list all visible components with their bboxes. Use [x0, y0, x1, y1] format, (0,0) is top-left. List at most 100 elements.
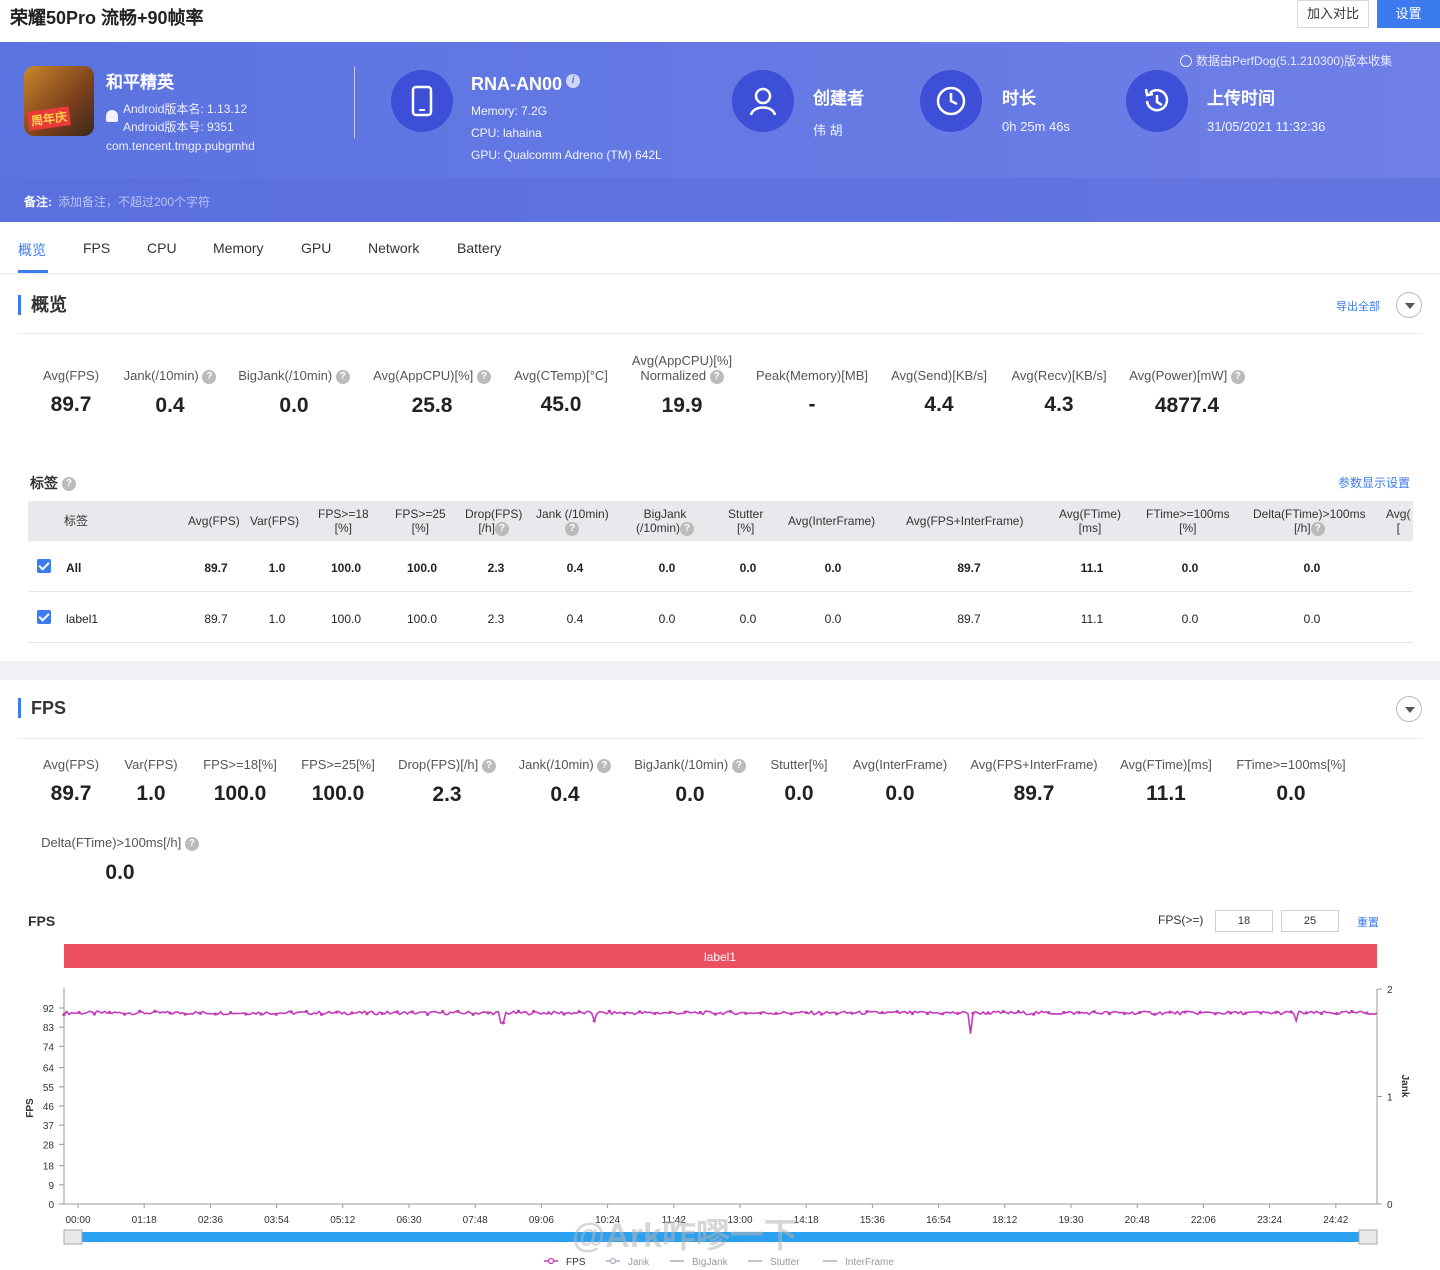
stat-value: 4877.4: [1154, 393, 1220, 417]
help-icon[interactable]: ?: [709, 369, 724, 384]
cell: 89.7: [204, 561, 228, 575]
param-settings-link[interactable]: 参数显示设置: [1338, 476, 1411, 490]
fps-stat: Drop(FPS)[/h] ? 2.3: [394, 757, 500, 807]
version-name: Android版本名: 1.13.12: [123, 102, 248, 116]
tab-fps[interactable]: FPS: [83, 240, 111, 256]
stat-label: Avg(Power)[mW]: [1129, 368, 1228, 383]
cell: 1.0: [268, 561, 286, 575]
th-stutter: Stutter [%]: [728, 507, 763, 535]
help-icon[interactable]: ?: [61, 477, 76, 492]
tab-gpu[interactable]: GPU: [301, 240, 332, 256]
android-icon: [106, 110, 118, 122]
tags-table-header: 标签 Avg(FPS) Var(FPS) FPS>=18 [%] FPS>=25[…: [28, 501, 1413, 541]
note-input[interactable]: 添加备注，不超过200个字符: [58, 195, 211, 209]
th-line-1: FPS>=18: [318, 507, 369, 521]
fps-point: [335, 1010, 339, 1014]
th-ftime100: FTime>=100ms [%]: [1146, 507, 1230, 535]
export-all-link[interactable]: 导出全部: [1336, 301, 1380, 313]
help-icon[interactable]: ?: [1230, 369, 1245, 384]
clock-icon: [920, 70, 982, 132]
tab-cpu[interactable]: CPU: [147, 240, 177, 256]
fps-point: [168, 1011, 172, 1015]
range-slider-handle-left[interactable]: [63, 1229, 83, 1245]
stat-value: 19.9: [661, 393, 703, 417]
range-slider-handle-right[interactable]: [1358, 1229, 1378, 1245]
settings-button[interactable]: 设置: [1377, 0, 1440, 28]
help-icon[interactable]: ?: [202, 369, 217, 384]
collapse-overview-button[interactable]: [1396, 292, 1422, 318]
x-tick-label: 19:30: [1058, 1215, 1083, 1226]
fps-point: [971, 1011, 975, 1015]
row-checkbox[interactable]: [37, 559, 51, 573]
info-circle-icon: [1180, 55, 1192, 67]
help-icon[interactable]: ?: [476, 369, 491, 384]
help-icon[interactable]: ?: [680, 521, 695, 536]
tab-memory[interactable]: Memory: [213, 240, 264, 256]
fps-point: [1319, 1011, 1324, 1016]
th-delta-ftime: Delta(FTime)>100ms [/h]?: [1253, 507, 1366, 536]
fps-stat: Avg(InterFrame) 0.0: [848, 757, 952, 806]
fps-point: [532, 1009, 536, 1014]
fps-point: [486, 1011, 490, 1015]
fps-stat: Delta(FTime)>100ms[/h] ? 0.0: [40, 835, 200, 885]
fps-point: [622, 1012, 627, 1016]
stat-label: Stutter[%]: [770, 757, 828, 772]
tab-overview[interactable]: 概览: [18, 242, 46, 258]
note-bar[interactable]: 备注: 添加备注，不超过200个字符: [0, 178, 1440, 222]
help-icon[interactable]: ?: [184, 836, 199, 851]
fps-divider: [18, 738, 1422, 739]
device-info-icon[interactable]: i: [566, 74, 580, 88]
fps-point: [153, 1009, 157, 1013]
fps-point: [941, 1012, 945, 1016]
th-avg-fps: Avg(FPS): [188, 514, 240, 528]
stat-label: BigJank(/10min): [634, 757, 729, 772]
upload-value: 31/05/2021 11:32:36: [1207, 119, 1326, 134]
x-tick-label: 22:06: [1191, 1215, 1216, 1226]
fps-point: [441, 1009, 445, 1014]
row-checkbox[interactable]: [37, 610, 51, 624]
help-icon[interactable]: ?: [335, 369, 350, 384]
stat-avg-appcpu: Avg(AppCPU)[%] ? 25.8: [372, 368, 492, 418]
th-drop-fps: Drop(FPS) [/h]?: [465, 507, 522, 536]
help-icon[interactable]: ?: [597, 758, 612, 773]
tab-battery[interactable]: Battery: [457, 240, 502, 256]
fps-point: [92, 1012, 96, 1016]
th-line-2: [%]: [1179, 521, 1197, 535]
x-tick-label: 07:48: [463, 1215, 488, 1226]
fps-chart[interactable]: label1 0 9 18 28 37 46 55 64 74 83 92 0 1 2 FPS Jank 00:0…: [0, 680, 1440, 1270]
cell: 0.4: [566, 612, 584, 626]
help-icon[interactable]: ?: [565, 521, 580, 536]
stat-value: 1.0: [136, 782, 166, 805]
legend-marker-dot: [609, 1257, 617, 1265]
help-icon[interactable]: ?: [495, 521, 510, 536]
fps-stat: FPS>=18[%] 100.0: [196, 757, 284, 806]
fps-point: [698, 1010, 702, 1014]
x-tick-label: 24:42: [1323, 1215, 1348, 1226]
stat-label: Avg(Recv)[KB/s]: [1011, 368, 1107, 383]
help-icon[interactable]: ?: [481, 758, 496, 773]
collect-note: 数据由PerfDog(5.1.210300)版本收集: [1180, 52, 1392, 69]
th-line-1: Jank (/10min): [536, 507, 609, 521]
th-avg-ftime: Avg(FTime) [ms]: [1059, 507, 1121, 535]
add-compare-button[interactable]: 加入对比: [1297, 0, 1369, 28]
collapse-fps-button[interactable]: [1396, 696, 1422, 722]
fps-point: [547, 1011, 551, 1015]
fps-threshold-input-1[interactable]: 18: [1215, 910, 1273, 932]
table-row[interactable]: All 89.7 1.0 100.0 100.0 2.3 0.4 0.0 0.0…: [28, 541, 1413, 592]
fps-point: [1032, 1012, 1036, 1016]
fps-point: [244, 1012, 248, 1016]
fps-point: [819, 1012, 824, 1016]
tags-title-text: 标签: [30, 475, 58, 491]
cell: 0.0: [658, 561, 676, 575]
cell: 0.0: [1181, 561, 1199, 575]
help-icon[interactable]: ?: [731, 758, 746, 773]
stat-label: Avg(AppCPU)[%]: [373, 368, 474, 383]
cell: 0.0: [739, 561, 757, 575]
reset-button[interactable]: 重置: [1357, 917, 1379, 929]
tab-network[interactable]: Network: [368, 240, 420, 256]
session-banner: 周年庆 和平精英 Android版本名: 1.13.12 Android版本号:…: [0, 42, 1440, 222]
fps-threshold-input-2[interactable]: 25: [1281, 910, 1339, 932]
x-tick-label: 16:54: [926, 1215, 951, 1226]
help-icon[interactable]: ?: [1310, 521, 1325, 536]
table-row[interactable]: label1 89.7 1.0 100.0 100.0 2.3 0.4 0.0 …: [28, 592, 1413, 643]
